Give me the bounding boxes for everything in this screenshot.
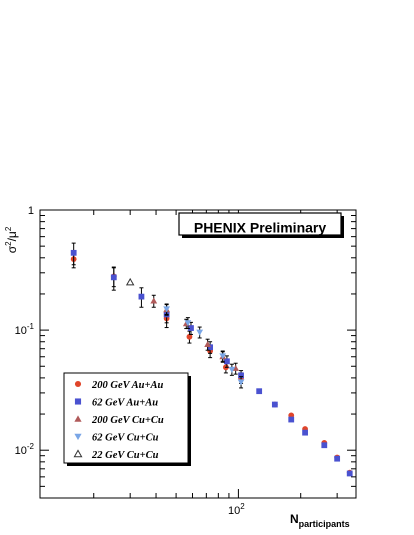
legend-marker bbox=[74, 380, 82, 388]
y-axis-ticks: 1 10-1 10-2 bbox=[15, 205, 356, 499]
legend-marker bbox=[74, 415, 82, 422]
data-point bbox=[138, 293, 145, 300]
y-tick-label: 10-1 bbox=[15, 322, 35, 337]
data-point bbox=[204, 341, 212, 347]
legend-label: 62 GeV Cu+Cu bbox=[92, 433, 159, 444]
legend: 200 GeV Au+Au 62 GeV Au+Au 200 GeV Cu+Cu 62… bbox=[63, 372, 191, 466]
legend-label: 200 GeV Cu+Cu bbox=[91, 415, 164, 426]
data-point bbox=[207, 344, 214, 351]
data-point bbox=[186, 333, 193, 340]
series-1 bbox=[70, 242, 353, 477]
data-point bbox=[302, 429, 308, 436]
data-point bbox=[163, 306, 171, 313]
data-point bbox=[188, 325, 194, 331]
y-axis-label: σ2/μ2 bbox=[4, 226, 19, 253]
data-point bbox=[219, 353, 227, 360]
x-axis-ticks: 102 bbox=[93, 210, 338, 517]
data-point bbox=[196, 329, 204, 336]
data-point bbox=[232, 364, 240, 371]
data-point bbox=[125, 277, 135, 286]
data-point bbox=[237, 379, 245, 386]
legend-label: 62 GeV Au+Au bbox=[92, 398, 158, 409]
series-4 bbox=[125, 277, 135, 286]
data-point bbox=[184, 320, 192, 327]
plot-frame bbox=[39, 209, 357, 499]
data-point bbox=[334, 455, 341, 462]
y-tick-label: 1 bbox=[28, 205, 34, 217]
legend-marker bbox=[74, 398, 82, 405]
data-point bbox=[288, 416, 295, 423]
data-point bbox=[70, 249, 77, 256]
series-layer bbox=[70, 242, 353, 477]
x-axis-label: Nparticipants bbox=[290, 512, 350, 529]
data-point bbox=[228, 366, 236, 373]
legend-label: 22 GeV Cu+Cu bbox=[91, 450, 159, 461]
data-point bbox=[110, 274, 117, 281]
data-point bbox=[224, 358, 230, 365]
legend-marker bbox=[74, 433, 82, 441]
legend-items: 200 GeV Au+Au 62 GeV Au+Au 200 GeV Cu+Cu 62… bbox=[73, 380, 164, 461]
data-point bbox=[150, 297, 158, 304]
y-tick-label: 10-2 bbox=[15, 442, 35, 457]
data-point bbox=[256, 388, 263, 395]
title-banner: PHENIX Preliminary bbox=[178, 212, 344, 238]
data-point bbox=[271, 401, 278, 408]
data-point bbox=[238, 372, 244, 379]
series-3 bbox=[163, 303, 245, 389]
legend-label: 200 GeV Au+Au bbox=[91, 380, 163, 391]
data-point bbox=[346, 470, 353, 477]
x-tick-label: 102 bbox=[228, 502, 245, 517]
data-point bbox=[321, 442, 328, 449]
chart-title: PHENIX Preliminary bbox=[194, 220, 326, 236]
legend-marker bbox=[73, 449, 83, 458]
